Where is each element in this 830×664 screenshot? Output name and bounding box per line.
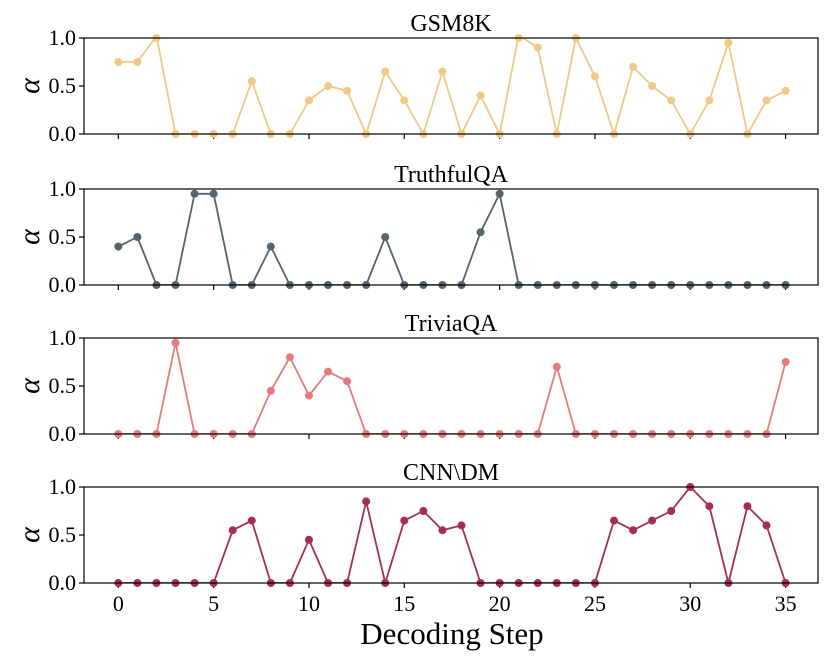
- data-point: [304, 535, 313, 544]
- data-point: [285, 353, 294, 362]
- y-tick-label: 0.5: [49, 522, 77, 547]
- data-point: [381, 233, 390, 241]
- y-tick-label: 1.0: [49, 474, 77, 499]
- panel-title: CNN\DM: [403, 460, 499, 486]
- data-point: [114, 58, 123, 66]
- data-point: [533, 43, 542, 52]
- data-point: [171, 338, 180, 347]
- data-point: [495, 189, 504, 198]
- y-axis-label: α: [13, 526, 46, 543]
- data-point: [705, 96, 714, 105]
- data-point: [114, 242, 123, 251]
- panel-title: GSM8K: [410, 11, 492, 37]
- data-point: [438, 526, 447, 535]
- y-axis-label: α: [13, 377, 46, 394]
- series-line-triviaqa: [118, 341, 787, 434]
- x-tick-label: 25: [584, 591, 606, 616]
- x-tick-label: 10: [298, 591, 320, 616]
- data-point: [400, 96, 409, 105]
- data-point: [266, 386, 275, 395]
- data-point: [133, 58, 142, 66]
- data-point: [190, 189, 199, 198]
- data-point: [648, 516, 657, 525]
- x-axis: 0 5 10 15 20 25 30 35: [113, 591, 797, 616]
- panel-title: TruthfulQA: [394, 162, 508, 188]
- data-point: [610, 516, 619, 525]
- y-tick-label: 0.0: [49, 570, 77, 595]
- data-point: [247, 516, 256, 525]
- y-tick-label: 1.0: [49, 325, 77, 350]
- x-tick-label: 20: [489, 591, 511, 616]
- data-point: [419, 507, 428, 515]
- data-point: [400, 516, 409, 525]
- y-tick-label: 0.0: [49, 272, 77, 297]
- y-tick-label: 0.0: [49, 421, 77, 446]
- x-tick-label: 35: [775, 591, 797, 616]
- data-point: [667, 507, 676, 515]
- x-tick-label: 15: [393, 591, 415, 616]
- data-point: [590, 72, 599, 81]
- data-point: [648, 82, 657, 90]
- data-point: [381, 67, 390, 76]
- series-line-cnn-dm: [118, 487, 787, 583]
- panel-frame: [83, 37, 819, 135]
- data-point: [552, 362, 561, 371]
- series-line-gsm8k: [118, 38, 786, 134]
- data-point: [247, 77, 256, 86]
- y-tick-label: 0.5: [49, 73, 77, 98]
- x-tick-label: 5: [208, 591, 219, 616]
- data-point: [476, 228, 485, 237]
- series-line-truthfulqa: [117, 192, 786, 285]
- y-tick-label: 1.0: [49, 176, 77, 201]
- y-axis-label: α: [13, 228, 46, 245]
- panel-cnn-dm: CNN\DM α 0.0 0.5 1.0: [13, 460, 819, 595]
- panel-title: TriviaQA: [405, 311, 498, 337]
- x-tick-label: 0: [113, 591, 124, 616]
- data-point: [457, 521, 466, 530]
- data-point: [781, 86, 790, 95]
- y-tick-label: 1.0: [49, 25, 77, 50]
- data-point: [438, 67, 447, 76]
- data-point: [705, 502, 714, 511]
- data-point: [667, 96, 676, 105]
- x-axis-label: Decoding Step: [360, 616, 543, 651]
- y-axis-label: α: [13, 77, 46, 94]
- data-point: [324, 367, 333, 376]
- data-point: [133, 233, 142, 241]
- data-point: [228, 526, 237, 535]
- panels: GSM8Kα0.00.51.0TruthfulQAα0.00.51.0Trivi…: [13, 11, 819, 595]
- data-point: [362, 497, 371, 506]
- panel-triviaqa: TriviaQA α 0.0 0.5 1.0: [13, 311, 819, 446]
- panel-gsm8k: GSM8K α 0.0 0.5 1.0: [13, 11, 819, 146]
- data-point: [762, 521, 771, 530]
- data-point: [343, 86, 352, 95]
- data-point: [324, 82, 333, 90]
- data-point: [476, 91, 485, 100]
- panel-frame: [83, 486, 819, 584]
- data-point: [304, 96, 313, 105]
- data-point: [724, 38, 733, 47]
- panel-frame: [83, 337, 819, 435]
- panel-truthfulqa: TruthfulQA α 0.0 0.5 1.0: [13, 162, 819, 297]
- data-point: [629, 526, 638, 535]
- data-point: [762, 96, 771, 105]
- y-tick-label: 0.0: [49, 121, 77, 146]
- x-tick-label: 30: [679, 591, 701, 616]
- panel-frame: [83, 188, 819, 286]
- data-point: [743, 502, 752, 511]
- data-point: [304, 391, 313, 400]
- data-point: [629, 62, 638, 71]
- data-point: [343, 377, 352, 386]
- data-point: [781, 358, 790, 366]
- data-point: [209, 189, 218, 198]
- y-tick-label: 0.5: [49, 224, 77, 249]
- data-point: [266, 242, 275, 251]
- y-tick-label: 0.5: [49, 373, 77, 398]
